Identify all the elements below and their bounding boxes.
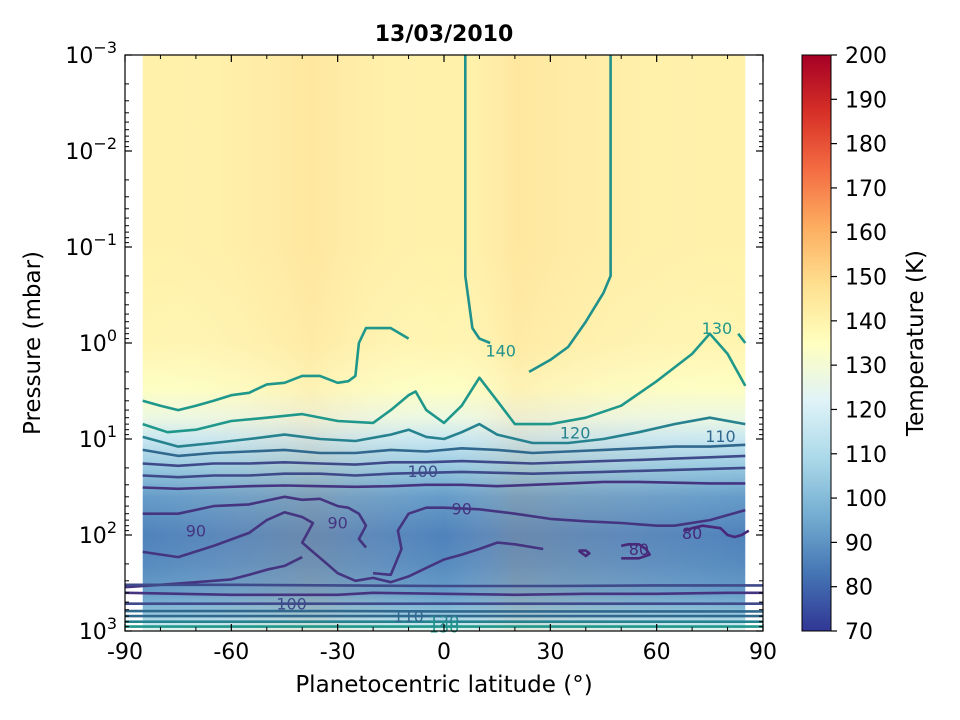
contour-line-100 xyxy=(142,454,746,468)
y-tick-label: 10−1 xyxy=(65,230,117,261)
contour-label: 100 xyxy=(276,595,307,614)
contour-label: 90 xyxy=(186,522,206,541)
contour-line-80 xyxy=(577,549,591,558)
colorbar-tick-label: 170 xyxy=(845,177,887,202)
x-tick-label: -90 xyxy=(107,640,143,665)
contour-label: 90 xyxy=(452,500,472,519)
heatmap-latitude-modulation xyxy=(142,55,746,631)
colorbar-tick-label: 120 xyxy=(845,398,887,423)
contour-line-140 xyxy=(528,55,612,374)
contour-line-130 xyxy=(142,326,410,412)
contour-line-100 xyxy=(125,583,763,588)
x-tick-label: 30 xyxy=(536,640,564,665)
colorbar-tick-label: 90 xyxy=(845,531,873,556)
contour-line-100 xyxy=(142,466,746,479)
y-tick-label: 103 xyxy=(79,614,117,645)
contour-label: 120 xyxy=(560,424,591,443)
contour-label: 80 xyxy=(682,524,702,543)
x-tick-label: 60 xyxy=(643,640,671,665)
colorbar-tick-label: 110 xyxy=(845,443,887,468)
colorbar: 708090100110120130140150160170180190200 … xyxy=(801,44,929,645)
x-axis-label: Planetocentric latitude (°) xyxy=(295,672,592,698)
colorbar-gradient xyxy=(801,54,832,632)
colorbar-tick-label: 80 xyxy=(845,576,873,601)
contour-label: 100 xyxy=(407,462,438,481)
contour-label: 90 xyxy=(327,513,347,532)
colorbar-tick-label: 100 xyxy=(845,487,887,512)
contour-label: 130 xyxy=(702,319,733,338)
contour-line-90 xyxy=(372,506,746,577)
contour-label: 110 xyxy=(705,427,736,446)
colorbar-tick-label: 180 xyxy=(845,133,887,158)
colorbar-tick-label: 140 xyxy=(845,310,887,335)
x-tick-label: 0 xyxy=(437,640,451,665)
y-tick-label: 101 xyxy=(79,422,117,453)
contour-line-130 xyxy=(737,332,747,344)
y-tick-label: 100 xyxy=(79,326,117,357)
colorbar-tick-label: 160 xyxy=(845,221,887,246)
y-axis-label: Pressure (mbar) xyxy=(20,251,46,435)
contour-line-90 xyxy=(142,510,544,584)
colorbar-tick-label: 130 xyxy=(845,354,887,379)
x-tick-label: 90 xyxy=(749,640,777,665)
contour-label: 140 xyxy=(485,342,516,361)
y-tick-label: 10−3 xyxy=(65,38,117,69)
y-tick-label: 102 xyxy=(79,518,117,549)
contour-line-130 xyxy=(142,332,747,434)
contour-lines xyxy=(125,55,763,628)
x-tick-label: -30 xyxy=(320,640,356,665)
contour-line-110 xyxy=(142,443,746,458)
x-tick-label: -60 xyxy=(213,640,249,665)
y-axis: 10−3 10−2 10−1 100 101 102 103 xyxy=(65,38,763,645)
x-axis: -90 -60 -30 0 30 60 90 xyxy=(107,55,777,665)
contour-line-90 xyxy=(142,480,746,491)
contour-label: 110 xyxy=(393,607,424,626)
colorbar-label: Temperature (K) xyxy=(903,250,929,437)
contour-label: 120 xyxy=(429,612,460,631)
contour-line-140 xyxy=(464,55,491,345)
colorbar-tick-label: 150 xyxy=(845,266,887,291)
colorbar-tick-label: 190 xyxy=(845,88,887,113)
contour-line-90 xyxy=(142,495,368,549)
colorbar-ticks: 70 80 90 100 110 120 130 140 150 160 170 180 190 200 xyxy=(831,44,887,645)
contour-line-80 xyxy=(684,524,750,539)
contour-label: 80 xyxy=(629,540,649,559)
contour-line-90 xyxy=(125,591,763,597)
contour-line-80 xyxy=(620,543,651,560)
colorbar-tick-label: 70 xyxy=(845,620,873,645)
chart-title: 13/03/2010 xyxy=(375,22,514,47)
contour-line-120 xyxy=(142,416,746,448)
heatmap-field xyxy=(142,55,746,631)
colorbar-tick-label: 200 xyxy=(845,44,887,69)
y-tick-label: 10−2 xyxy=(65,134,117,165)
